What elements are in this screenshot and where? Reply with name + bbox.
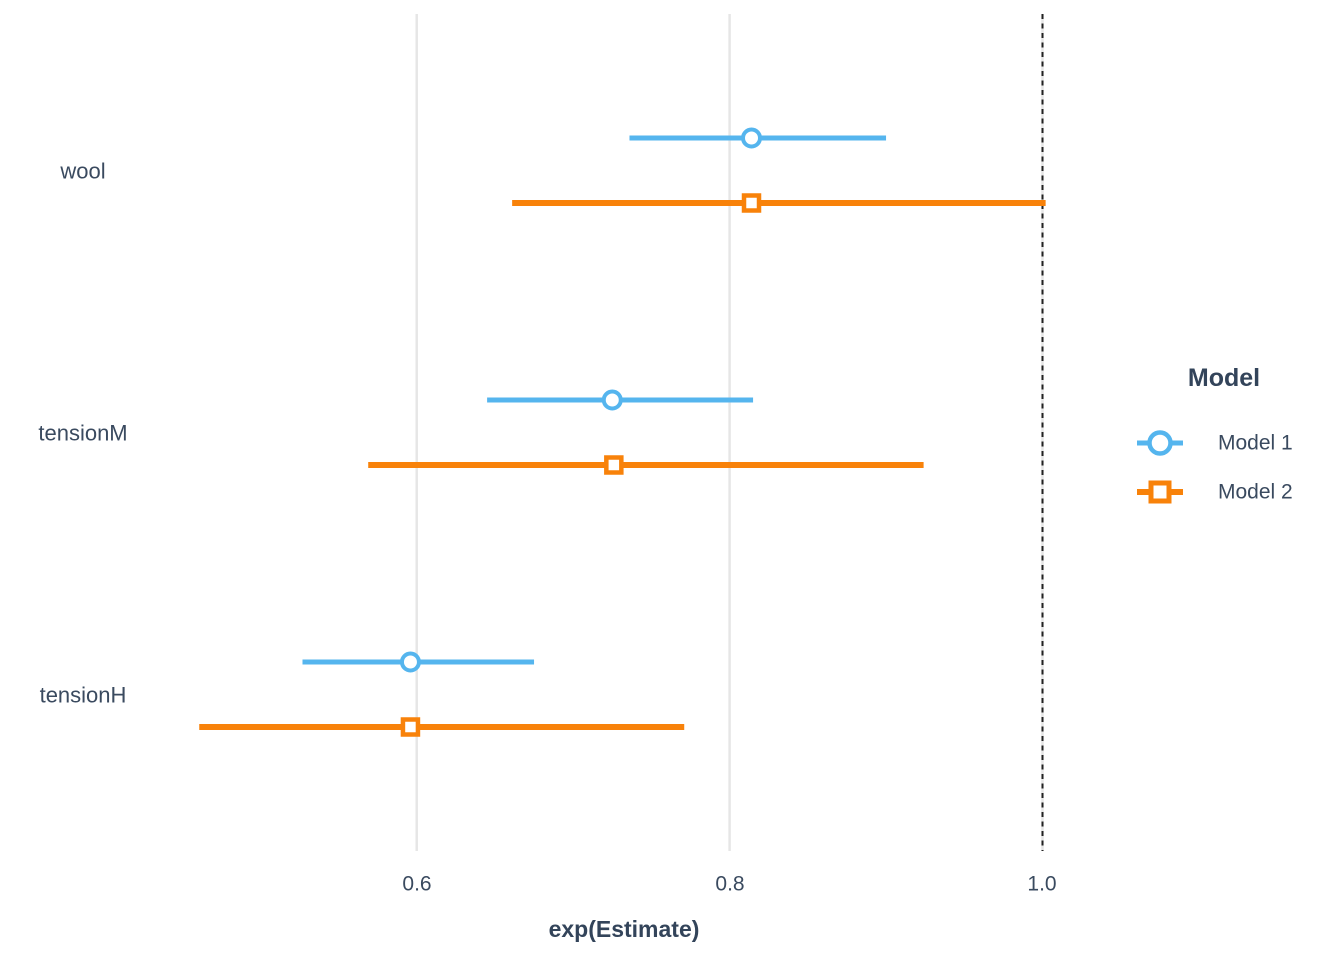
estimate-marker-square (604, 455, 624, 475)
estimate-marker-square (1148, 480, 1172, 504)
legend-glyph-layer (1137, 430, 1183, 504)
series-layer (199, 127, 1046, 737)
estimate-marker-square (400, 717, 421, 737)
y-axis-label-tensionH: tensionH (40, 683, 127, 708)
estimate-marker-circle (741, 127, 763, 149)
x-axis-title: exp(Estimate) (549, 916, 700, 942)
x-tick-label-0.6: 0.6 (402, 873, 431, 896)
y-axis-label-wool: wool (59, 159, 105, 184)
y-axis-label-tensionM: tensionM (38, 421, 127, 446)
x-tick-label-0.8: 0.8 (715, 873, 744, 896)
estimate-marker-circle (399, 651, 421, 673)
legend-label-model-2: Model 2 (1218, 481, 1293, 504)
estimate-marker-circle (1147, 430, 1173, 456)
x-tick-label-1.0: 1.0 (1027, 873, 1056, 896)
estimate-marker-circle (601, 389, 623, 411)
legend-label-model-1: Model 1 (1218, 432, 1293, 455)
legend-title: Model (1188, 364, 1260, 392)
estimate-marker-square (741, 193, 762, 213)
